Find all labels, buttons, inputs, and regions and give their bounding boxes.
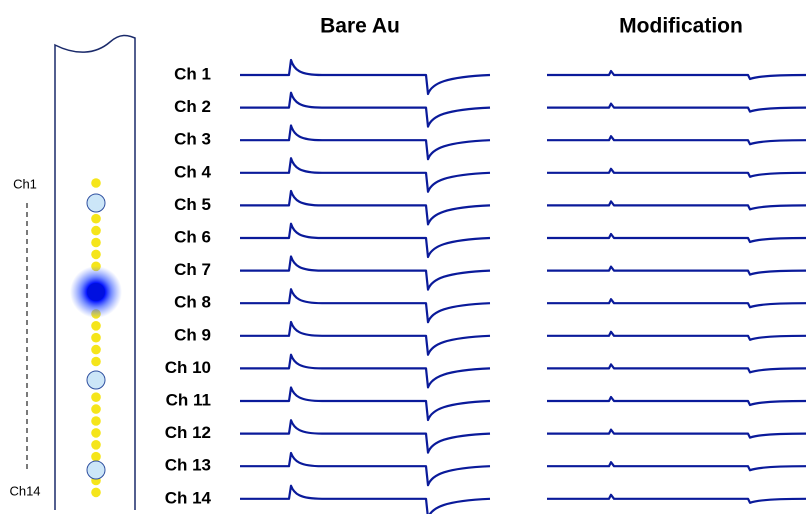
channel-label: Ch 6 <box>174 227 211 246</box>
channel-label: Ch 5 <box>174 195 211 214</box>
modified-trace <box>547 428 807 439</box>
site <box>91 213 101 224</box>
top-channel-label: Ch1 <box>13 176 37 191</box>
modified-trace <box>547 265 807 276</box>
modified-trace <box>547 363 807 374</box>
site <box>91 416 101 426</box>
bare-trace <box>240 320 491 356</box>
bare-trace <box>240 58 491 96</box>
bare-trace <box>240 91 491 128</box>
large-site <box>86 460 106 480</box>
probe-sites <box>70 178 122 498</box>
channel-label: Ch 4 <box>174 162 211 181</box>
modified-trace <box>547 330 807 341</box>
bare-trace <box>240 419 491 454</box>
bare-trace <box>240 157 491 193</box>
channel-label: Ch 10 <box>165 358 211 377</box>
site <box>91 249 101 260</box>
stimulus-site <box>87 283 105 301</box>
site <box>91 225 101 236</box>
site <box>91 440 101 450</box>
bare-trace <box>240 288 491 324</box>
bare-title: Bare Au <box>320 15 400 38</box>
site <box>91 392 101 403</box>
bottom-channel-label: Ch14 <box>9 483 40 498</box>
large-site <box>86 370 106 390</box>
site <box>91 178 101 188</box>
modified-trace <box>547 167 807 178</box>
site <box>91 237 101 248</box>
bare-trace <box>240 353 491 389</box>
site <box>91 321 101 331</box>
bare-trace <box>240 451 491 487</box>
bare-trace <box>240 222 491 259</box>
bare-trace <box>240 484 491 514</box>
channel-label: Ch 7 <box>174 260 211 279</box>
channel-label: Ch 1 <box>174 64 211 83</box>
modified-title: Modification <box>619 15 743 38</box>
modified-trace <box>547 232 807 244</box>
modified-trace <box>547 493 807 504</box>
bare-trace <box>240 386 491 422</box>
modified-trace <box>547 395 807 407</box>
site <box>91 332 101 343</box>
channel-label: Ch 14 <box>165 488 212 507</box>
channel-label: Ch 13 <box>165 456 211 475</box>
large-site <box>86 193 106 213</box>
bare-trace <box>240 189 491 226</box>
site <box>91 428 101 438</box>
channel-label: Ch 12 <box>165 423 211 442</box>
site <box>91 487 101 498</box>
channel-label: Ch 8 <box>174 293 211 312</box>
modified-trace <box>547 69 807 81</box>
bare-trace <box>240 255 491 291</box>
modified-trace <box>547 102 807 113</box>
probe-outline <box>54 34 136 510</box>
modified-trace <box>547 298 807 309</box>
channel-label: Ch 3 <box>174 130 211 149</box>
site <box>91 404 101 414</box>
channel-label: Ch 2 <box>174 97 211 116</box>
site <box>91 451 101 462</box>
channel-rows: Ch 1 Ch 2 Ch 3 Ch 4 Ch 5 Ch 6 Ch 7 Ch 8 Ch 9 Ch 1… <box>165 58 807 514</box>
site <box>91 356 101 367</box>
site <box>91 344 101 355</box>
modified-trace <box>547 135 807 146</box>
bare-trace <box>240 124 491 161</box>
modified-trace <box>547 461 807 472</box>
channel-label: Ch 11 <box>166 390 211 409</box>
modified-trace <box>547 200 807 211</box>
channel-label: Ch 9 <box>174 325 211 344</box>
